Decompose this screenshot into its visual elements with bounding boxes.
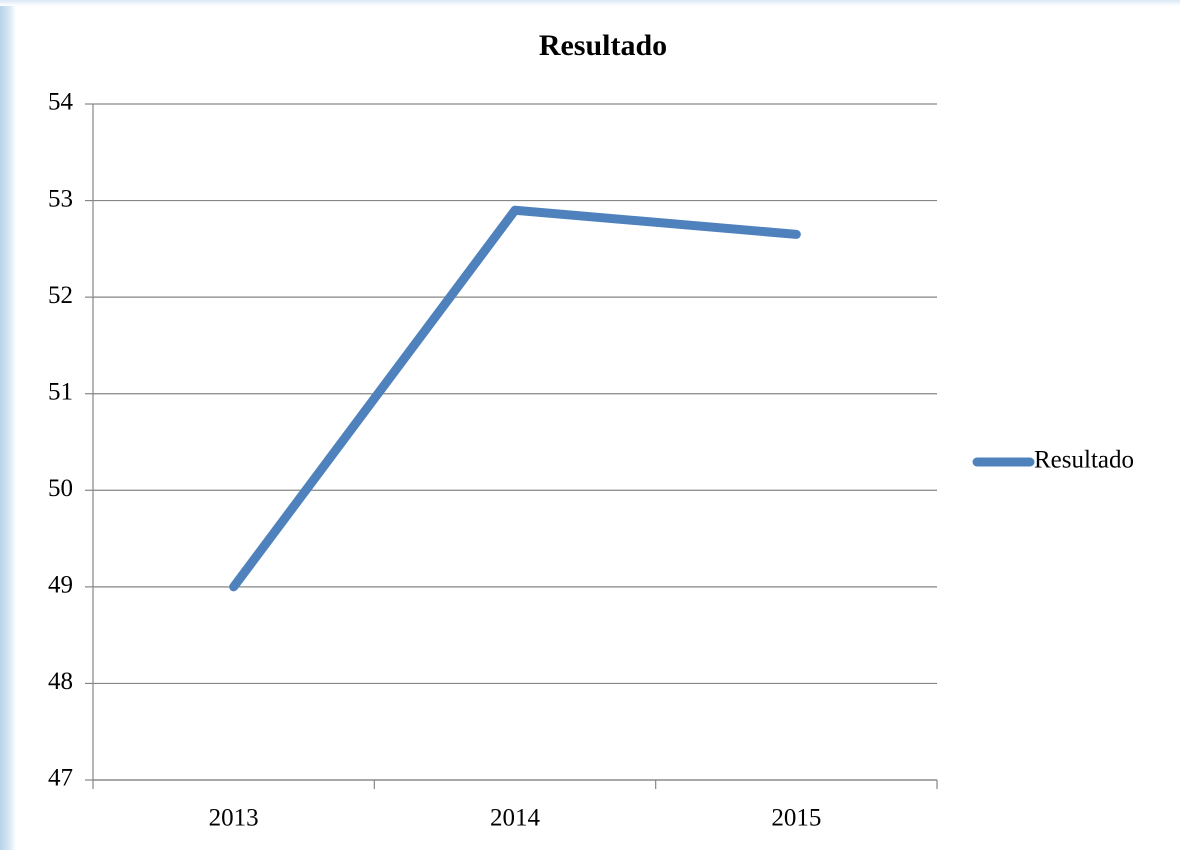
x-tick-label: 2013 xyxy=(209,805,259,832)
legend-label: Resultado xyxy=(1034,447,1134,474)
chart-title: Resultado xyxy=(539,29,667,62)
y-tick-label: 53 xyxy=(48,185,73,212)
y-tick-label: 50 xyxy=(48,475,73,502)
data-line xyxy=(229,205,801,592)
y-tick-label: 49 xyxy=(48,572,73,599)
top-band xyxy=(0,0,1180,6)
x-tick-label: 2015 xyxy=(771,805,821,832)
y-tick-label: 47 xyxy=(48,765,73,792)
y-tick-label: 52 xyxy=(48,282,73,309)
x-tick-label: 2014 xyxy=(490,805,541,832)
y-tick-label: 54 xyxy=(48,89,74,116)
y-tick-label: 51 xyxy=(48,378,73,405)
y-tick-label: 48 xyxy=(48,668,73,695)
